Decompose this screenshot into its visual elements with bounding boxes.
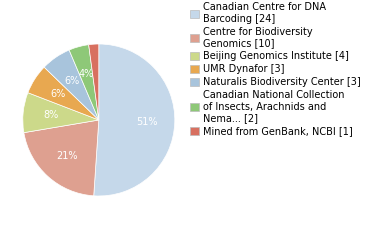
Text: 51%: 51% [136, 117, 157, 126]
Text: 21%: 21% [56, 150, 78, 161]
Text: 8%: 8% [44, 110, 59, 120]
Wedge shape [44, 50, 99, 120]
Wedge shape [94, 44, 175, 196]
Wedge shape [24, 120, 99, 196]
Text: 6%: 6% [51, 89, 66, 99]
Wedge shape [89, 44, 99, 120]
Legend: Canadian Centre for DNA
Barcoding [24], Centre for Biodiversity
Genomics [10], B: Canadian Centre for DNA Barcoding [24], … [190, 2, 360, 136]
Wedge shape [69, 45, 99, 120]
Wedge shape [23, 93, 99, 133]
Text: 6%: 6% [64, 76, 79, 85]
Text: 4%: 4% [79, 69, 94, 79]
Wedge shape [28, 67, 99, 120]
